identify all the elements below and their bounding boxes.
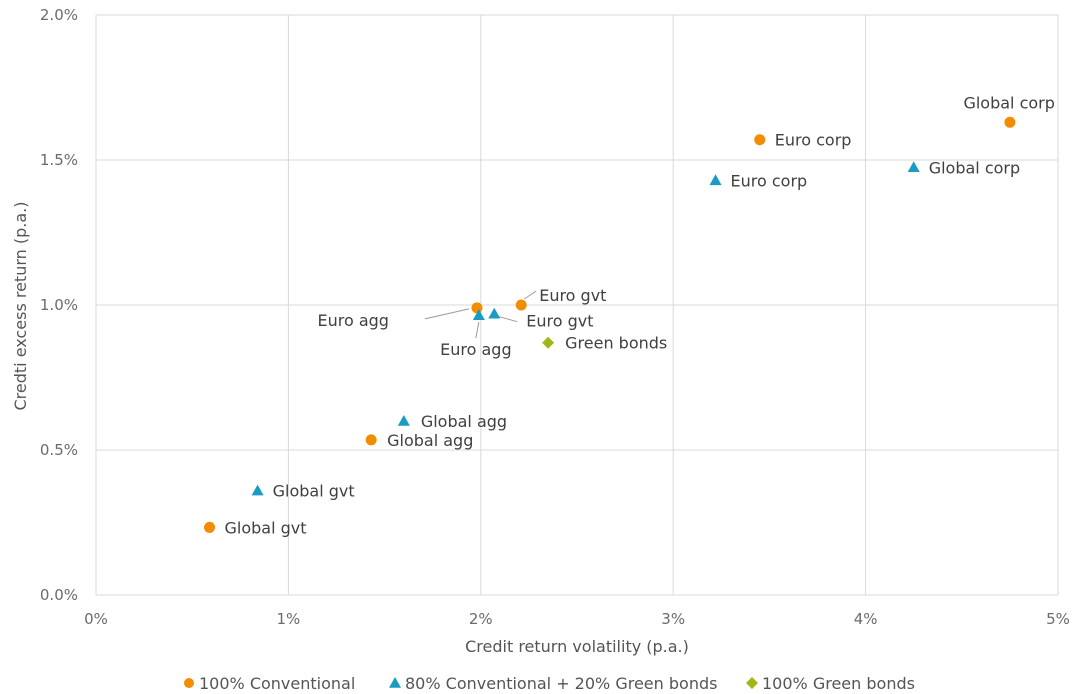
y-tick-label: 1.5% [40,151,78,169]
data-label: Global gvt [273,482,355,501]
data-points [204,116,1016,533]
triangle-marker [907,161,920,173]
x-tick-label: 5% [1046,610,1070,628]
legend-label: 80% Conventional + 20% Green bonds [405,674,717,693]
triangle-marker [488,307,501,319]
triangle-marker [709,174,722,186]
grid-lines [95,14,1059,596]
x-axis-title: Credit return volatility (p.a.) [465,637,689,656]
legend-item: 100% Green bonds [746,674,915,693]
data-label: Green bonds [565,334,667,353]
data-label: Global corp [929,158,1020,177]
label-leader-lines [424,290,537,339]
data-label: Euro agg [317,311,388,330]
y-tick-label: 0.0% [40,586,78,604]
leader-line [475,322,480,339]
y-tick-label: 1.0% [40,296,78,314]
data-label: Euro gvt [526,312,593,331]
y-axis-title: Credti excess return (p.a.) [11,202,30,411]
data-label: Euro gvt [539,286,606,305]
x-tick-label: 2% [469,610,493,628]
leader-line [424,308,470,320]
circle-marker [204,521,216,533]
y-tick-label: 0.5% [40,441,78,459]
y-tick-label: 2.0% [40,6,78,24]
legend-label: 100% Green bonds [762,674,915,693]
data-label: Euro corp [731,171,808,190]
x-tick-label: 0% [84,610,108,628]
x-tick-label: 4% [854,610,878,628]
data-label: Global agg [387,431,473,450]
x-axis-ticks: 0% 1% 2% 3% 4% 5% [84,610,1070,628]
y-axis-ticks: 0.0% 0.5% 1.0% 1.5% 2.0% [40,6,78,604]
legend-circle-icon [184,678,194,688]
legend-item: 100% Conventional [184,674,355,693]
legend-diamond-icon [746,677,758,689]
data-label: Euro agg [440,340,511,359]
diamond-marker [542,336,555,349]
legend: 100% Conventional 80% Conventional + 20% … [184,674,915,693]
data-label: Euro corp [775,131,852,150]
circle-marker [754,134,766,146]
circle-marker [515,299,527,311]
data-label: Global gvt [225,518,307,537]
leader-line [499,316,518,323]
triangle-marker [397,415,410,426]
legend-triangle-icon [389,677,401,688]
data-label: Global corp [963,93,1054,112]
point-labels: Global gvt Global agg Euro agg Euro gvt Euro… [225,93,1055,537]
triangle-marker [472,309,485,320]
leader-line [523,290,537,300]
data-label: Global agg [421,412,507,431]
legend-item: 80% Conventional + 20% Green bonds [389,674,717,693]
legend-label: 100% Conventional [199,674,355,693]
circle-marker [1004,116,1016,128]
triangle-marker [251,484,264,496]
circle-marker [471,302,483,314]
x-tick-label: 1% [277,610,301,628]
x-tick-label: 3% [661,610,685,628]
circle-marker [365,434,377,446]
